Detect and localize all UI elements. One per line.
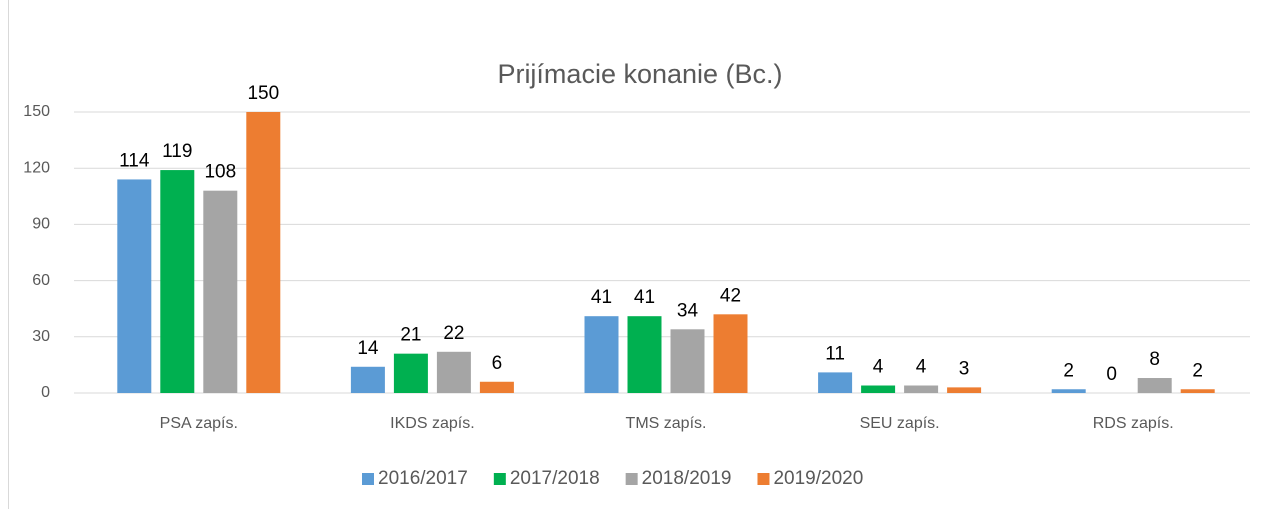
y-tick-label: 90 bbox=[32, 216, 50, 233]
value-label: 0 bbox=[1106, 364, 1117, 385]
x-tick-label: RDS zapís. bbox=[1093, 415, 1174, 432]
value-label: 2 bbox=[1192, 360, 1203, 381]
bar bbox=[246, 112, 281, 393]
value-label: 34 bbox=[677, 300, 699, 321]
value-label: 4 bbox=[873, 357, 884, 378]
legend-label: 2019/2020 bbox=[773, 468, 863, 489]
value-label: 3 bbox=[959, 358, 970, 379]
legend-swatch bbox=[625, 473, 638, 485]
bar bbox=[160, 170, 195, 393]
bar bbox=[904, 385, 939, 393]
bar bbox=[1137, 378, 1172, 393]
value-label: 8 bbox=[1149, 349, 1160, 370]
bar bbox=[1051, 389, 1086, 393]
bar bbox=[670, 329, 705, 393]
bar bbox=[627, 316, 662, 393]
x-tick-label: SEU zapís. bbox=[860, 415, 940, 432]
y-tick-label: 150 bbox=[23, 103, 50, 120]
legend-swatch bbox=[493, 473, 506, 485]
bar bbox=[947, 387, 982, 393]
value-label: 22 bbox=[443, 323, 464, 344]
legend-label: 2017/2018 bbox=[510, 468, 600, 489]
value-label: 14 bbox=[357, 338, 379, 359]
bar bbox=[436, 351, 471, 393]
value-label: 4 bbox=[916, 357, 927, 378]
value-label: 150 bbox=[247, 83, 279, 104]
value-label: 42 bbox=[720, 285, 741, 306]
value-label: 41 bbox=[634, 287, 655, 308]
bar bbox=[350, 366, 385, 393]
x-tick-label: TMS zapís. bbox=[626, 415, 707, 432]
legend-label: 2018/2019 bbox=[642, 468, 732, 489]
legend-swatch bbox=[362, 473, 374, 485]
value-label: 41 bbox=[591, 287, 612, 308]
value-label: 108 bbox=[204, 162, 236, 183]
x-tick-label: IKDS zapís. bbox=[390, 415, 474, 432]
value-label: 2 bbox=[1063, 360, 1074, 381]
x-tick-label: PSA zapís. bbox=[160, 415, 238, 432]
value-label: 119 bbox=[162, 141, 192, 162]
value-label: 21 bbox=[400, 325, 421, 346]
bar bbox=[713, 314, 748, 393]
legend-label: 2016/2017 bbox=[378, 468, 468, 489]
bar bbox=[1180, 389, 1215, 393]
bar bbox=[861, 385, 896, 393]
value-label: 11 bbox=[825, 343, 845, 364]
value-label: 6 bbox=[492, 353, 503, 374]
bar bbox=[117, 179, 152, 393]
chart-title: Prijímacie konanie (Bc.) bbox=[497, 59, 782, 89]
y-tick-label: 60 bbox=[32, 272, 50, 289]
bar bbox=[203, 190, 238, 393]
y-tick-label: 0 bbox=[41, 384, 50, 401]
bar bbox=[393, 353, 428, 393]
y-tick-label: 30 bbox=[32, 328, 50, 345]
bar bbox=[584, 316, 619, 393]
y-tick-label: 120 bbox=[23, 159, 50, 176]
legend-swatch bbox=[757, 473, 770, 485]
bar bbox=[479, 381, 514, 393]
value-label: 114 bbox=[119, 150, 150, 171]
bar bbox=[818, 372, 853, 393]
